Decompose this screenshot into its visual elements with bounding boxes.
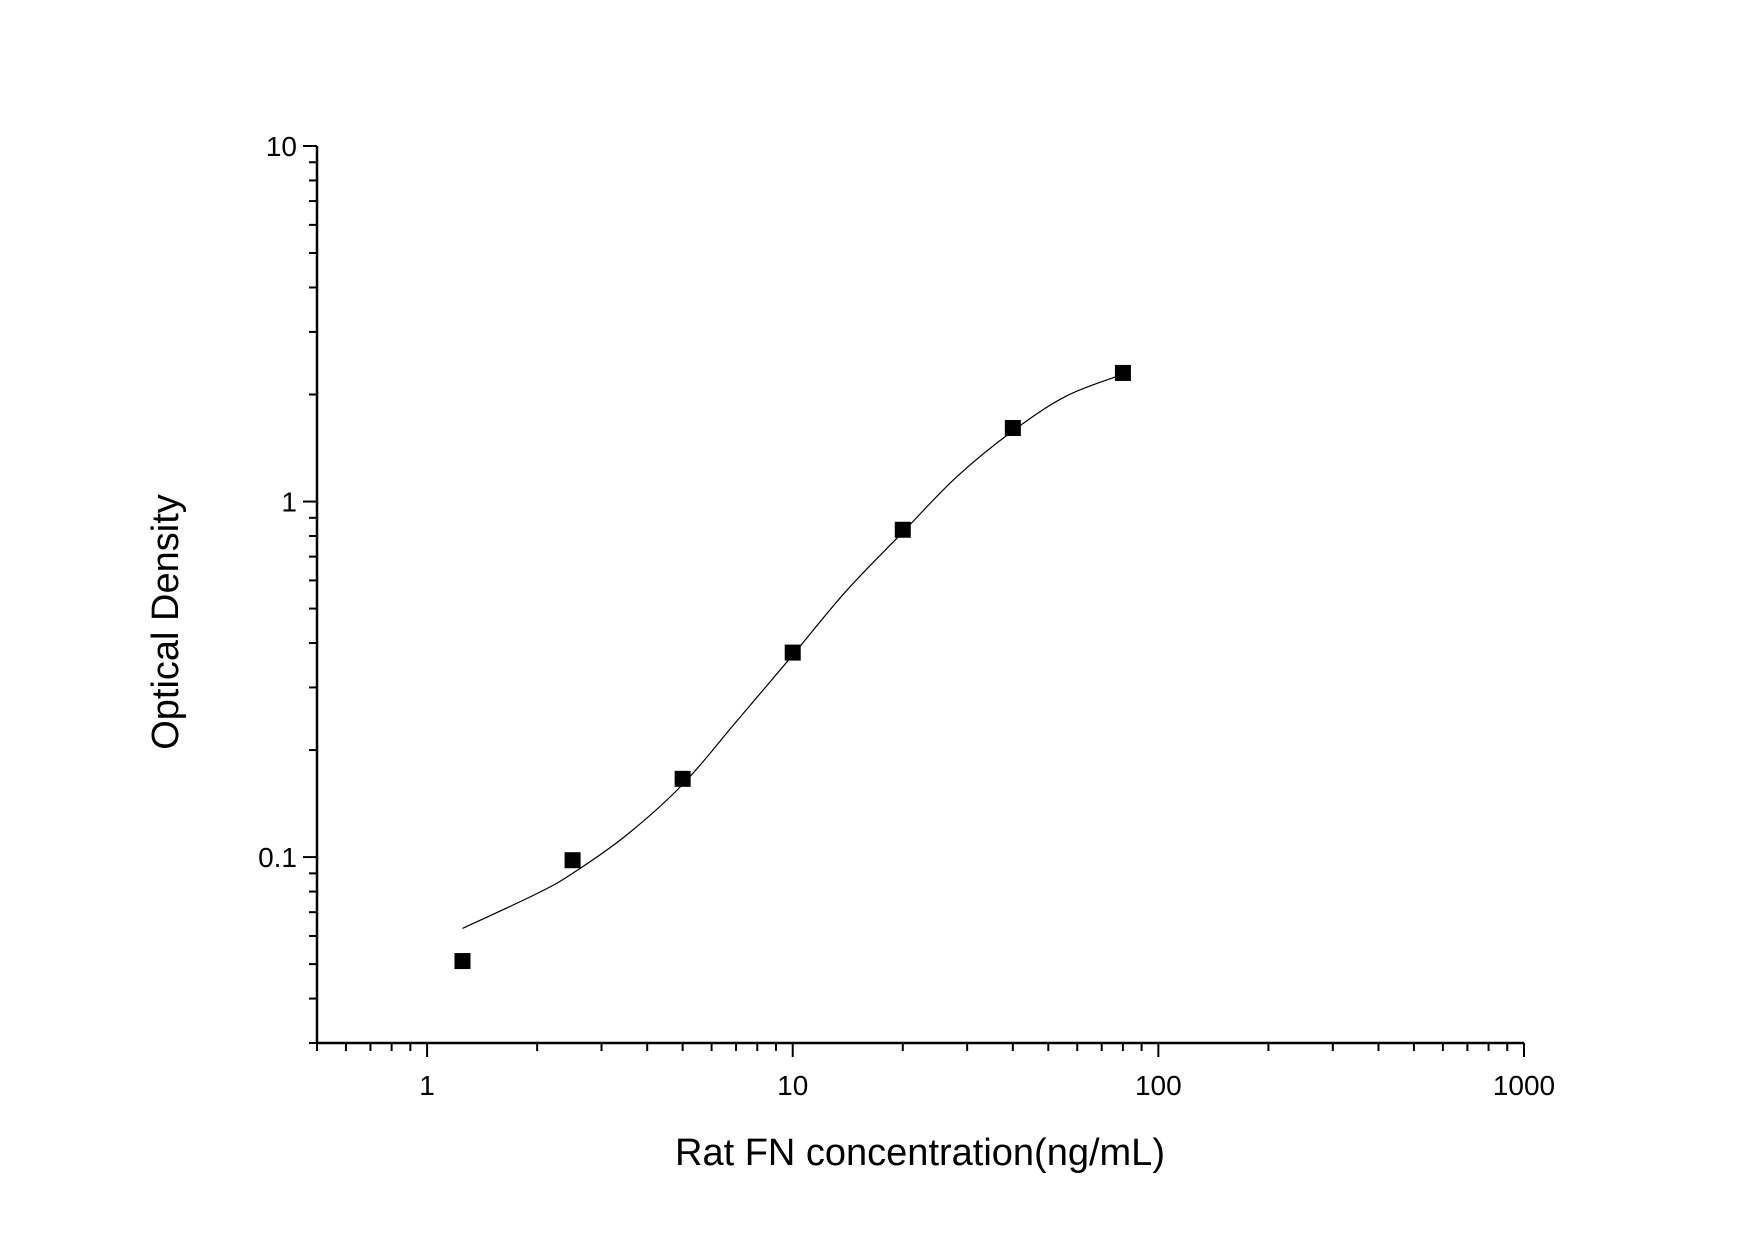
y-tick-label: 1 xyxy=(281,487,297,518)
data-points xyxy=(454,364,1131,970)
axes xyxy=(315,146,1524,1045)
data-point xyxy=(1114,364,1131,381)
x-axis-title: Rat FN concentration(ng/mL) xyxy=(675,1132,1165,1174)
data-point xyxy=(894,521,911,538)
x-tick-label: 10 xyxy=(777,1070,808,1101)
data-point xyxy=(1004,420,1021,437)
y-axis-title: Optical Density xyxy=(145,494,187,750)
y-tick-label: 0.1 xyxy=(258,842,297,873)
ticks xyxy=(303,145,1525,1057)
x-tick-label: 1000 xyxy=(1493,1070,1555,1101)
data-point xyxy=(674,770,691,787)
data-point xyxy=(564,852,581,869)
data-point xyxy=(784,644,801,661)
x-tick-label: 100 xyxy=(1135,1070,1182,1101)
y-tick-label: 10 xyxy=(266,131,297,162)
tick-labels: 1 10 100 1000 0.1 1 10 xyxy=(258,131,1555,1101)
x-tick-label: 1 xyxy=(419,1070,435,1101)
data-point xyxy=(454,953,471,970)
